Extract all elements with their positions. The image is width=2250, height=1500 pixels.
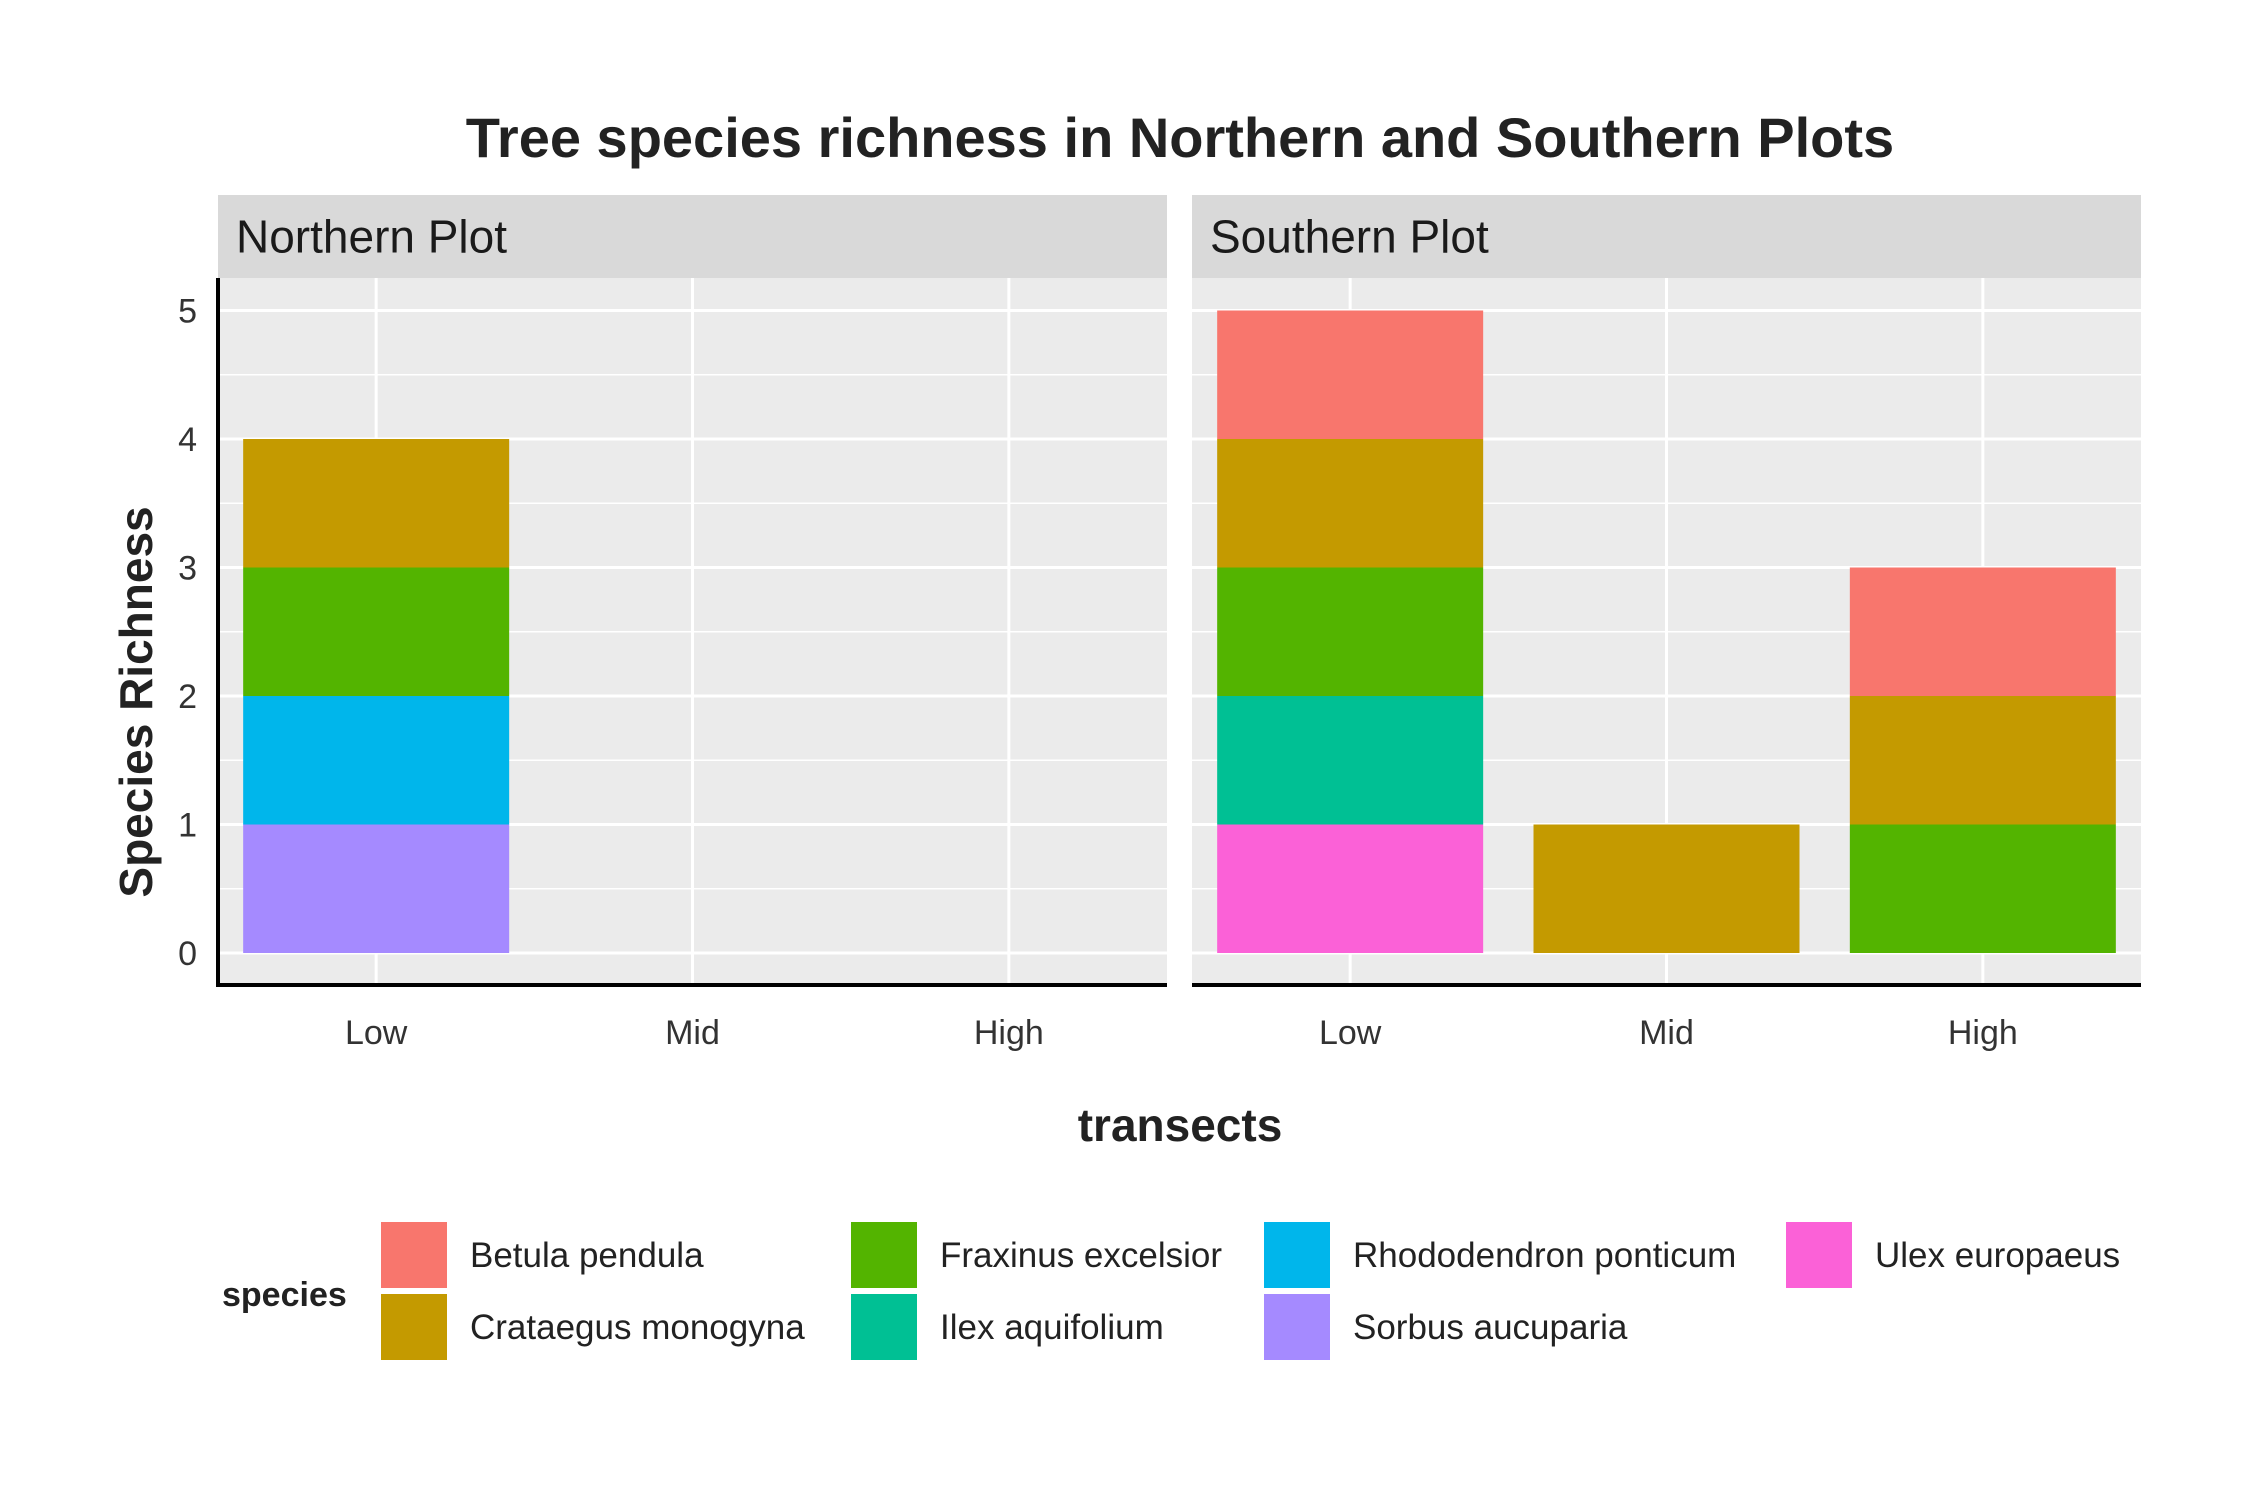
legend-item: Fraxinus excelsior (851, 1222, 1222, 1288)
x-tick-label: Low (345, 1014, 408, 1052)
legend-item: Ulex europaeus (1786, 1222, 2120, 1288)
facet-panel-2: Southern Plot Low Mid High (1192, 195, 2141, 1052)
bar-segment (1217, 310, 1484, 439)
bar-segment (243, 824, 510, 953)
y-tick-label: 5 (178, 293, 197, 331)
bar-segment (1849, 567, 2116, 696)
legend-item: Rhododendron ponticum (1264, 1222, 1736, 1288)
legend-title: species (222, 1276, 347, 1314)
bar-segment (1849, 696, 2116, 825)
y-tick-label: 4 (178, 421, 197, 459)
legend-label: Crataegus monogyna (470, 1308, 805, 1347)
chart-title: Tree species richness in Northern and So… (466, 106, 1894, 169)
facet-strip (1192, 195, 2141, 278)
y-tick-label: 1 (178, 807, 197, 845)
bar-segment (243, 567, 510, 696)
y-tick-label: 2 (178, 678, 197, 716)
facet-panel-1: Northern Plot Low Mid High (218, 195, 1167, 1052)
bar-segment (1849, 824, 2116, 953)
bar-segment (1217, 567, 1484, 696)
legend-key (1264, 1294, 1330, 1360)
x-tick-label: Low (1319, 1014, 1382, 1052)
legend-label: Betula pendula (470, 1236, 704, 1275)
legend-key (1264, 1222, 1330, 1288)
bar-segment (1217, 824, 1484, 953)
legend: species Betula pendula Crataegus monogyna… (222, 1222, 2120, 1360)
legend-key (381, 1222, 447, 1288)
legend-item: Sorbus aucuparia (1264, 1294, 1628, 1360)
y-axis-title: Species Richness (110, 506, 162, 897)
facet-strip (218, 195, 1167, 278)
x-tick-label: High (974, 1014, 1044, 1052)
legend-label: Ulex europaeus (1875, 1236, 2120, 1275)
legend-key (1786, 1222, 1852, 1288)
legend-key (851, 1222, 917, 1288)
legend-label: Fraxinus excelsior (940, 1236, 1222, 1275)
facet-strip-label: Northern Plot (236, 211, 507, 263)
x-tick-label: Mid (665, 1014, 720, 1052)
x-tick-label: Mid (1639, 1014, 1694, 1052)
legend-item: Betula pendula (381, 1222, 704, 1288)
x-tick-label: High (1948, 1014, 2018, 1052)
bar-segment (243, 696, 510, 825)
legend-item: Ilex aquifolium (851, 1294, 1164, 1360)
x-axis-title: transects (1078, 1099, 1283, 1151)
y-tick-label: 3 (178, 550, 197, 588)
y-axis: 0 1 2 3 4 5 (178, 278, 220, 987)
facet-strip-label: Southern Plot (1210, 211, 1489, 263)
legend-key (851, 1294, 917, 1360)
legend-label: Sorbus aucuparia (1353, 1308, 1628, 1347)
legend-item: Crataegus monogyna (381, 1294, 805, 1360)
bar-segment (1217, 696, 1484, 825)
facet-panels: Northern Plot Low Mid High Southern Plot Low M… (218, 195, 2141, 1052)
legend-label: Rhododendron ponticum (1353, 1236, 1736, 1275)
legend-label: Ilex aquifolium (940, 1308, 1164, 1347)
bar-segment (1217, 439, 1484, 568)
legend-key (381, 1294, 447, 1360)
bar-segment (1533, 824, 1800, 953)
bar-segment (243, 439, 510, 568)
y-tick-label: 0 (178, 935, 197, 973)
